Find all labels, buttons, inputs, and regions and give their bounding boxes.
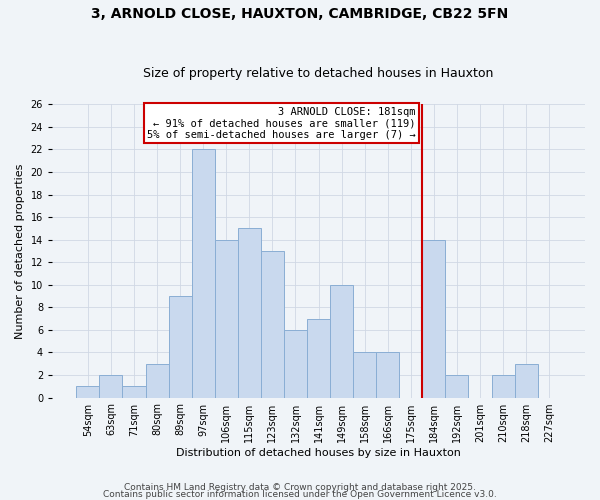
Bar (261, 251, 284, 398)
Bar (422, 240, 445, 398)
Bar (169, 296, 191, 398)
Bar (146, 364, 169, 398)
Bar (191, 150, 215, 398)
Text: 3, ARNOLD CLOSE, HAUXTON, CAMBRIDGE, CB22 5FN: 3, ARNOLD CLOSE, HAUXTON, CAMBRIDGE, CB2… (91, 8, 509, 22)
Bar (76, 386, 100, 398)
Bar (238, 228, 261, 398)
Bar (491, 375, 515, 398)
Bar (445, 375, 469, 398)
Text: Contains public sector information licensed under the Open Government Licence v3: Contains public sector information licen… (103, 490, 497, 499)
Bar (307, 318, 330, 398)
Bar (284, 330, 307, 398)
Bar (100, 375, 122, 398)
Bar (215, 240, 238, 398)
Bar (376, 352, 399, 398)
Text: 3 ARNOLD CLOSE: 181sqm
← 91% of detached houses are smaller (119)
5% of semi-det: 3 ARNOLD CLOSE: 181sqm ← 91% of detached… (146, 106, 415, 140)
Bar (515, 364, 538, 398)
Bar (122, 386, 146, 398)
X-axis label: Distribution of detached houses by size in Hauxton: Distribution of detached houses by size … (176, 448, 461, 458)
Bar (353, 352, 376, 398)
Title: Size of property relative to detached houses in Hauxton: Size of property relative to detached ho… (143, 66, 494, 80)
Text: Contains HM Land Registry data © Crown copyright and database right 2025.: Contains HM Land Registry data © Crown c… (124, 484, 476, 492)
Y-axis label: Number of detached properties: Number of detached properties (15, 163, 25, 338)
Bar (330, 285, 353, 398)
